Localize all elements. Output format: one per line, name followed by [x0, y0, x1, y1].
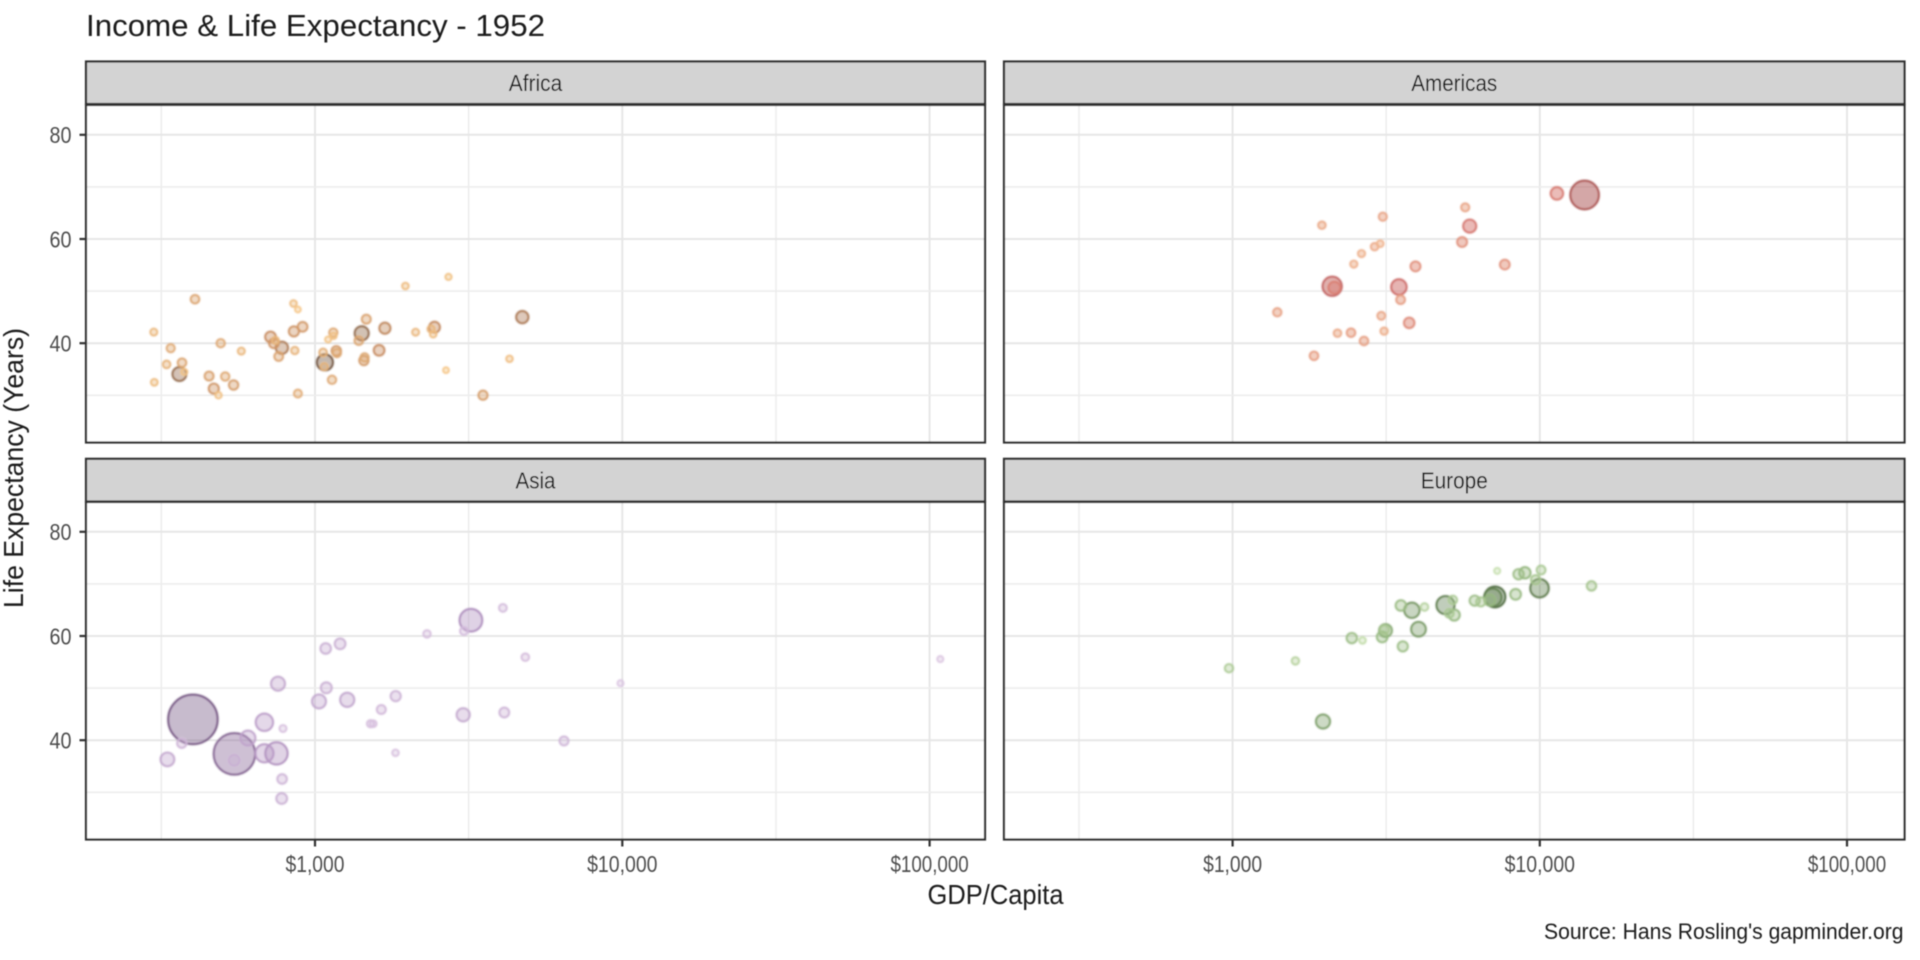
- svg-text:Africa: Africa: [509, 70, 563, 96]
- svg-text:$100,000: $100,000: [890, 851, 968, 877]
- svg-text:80: 80: [50, 519, 72, 545]
- svg-text:$100,000: $100,000: [1808, 851, 1886, 877]
- svg-text:40: 40: [50, 331, 72, 357]
- svg-text:40: 40: [50, 728, 72, 754]
- svg-text:$10,000: $10,000: [1505, 851, 1575, 877]
- svg-text:$1,000: $1,000: [286, 851, 345, 877]
- svg-text:60: 60: [50, 623, 72, 649]
- svg-text:$1,000: $1,000: [1203, 851, 1262, 877]
- svg-text:Europe: Europe: [1421, 467, 1488, 493]
- svg-text:80: 80: [50, 122, 72, 148]
- svg-text:Life Expectancy (Years): Life Expectancy (Years): [0, 328, 29, 608]
- svg-text:Source: Hans Rosling's gapmind: Source: Hans Rosling's gapminder.org: [1544, 919, 1904, 944]
- svg-text:Asia: Asia: [516, 467, 556, 493]
- svg-text:GDP/Capita: GDP/Capita: [928, 879, 1064, 910]
- svg-text:Americas: Americas: [1411, 70, 1497, 96]
- svg-text:$10,000: $10,000: [587, 851, 657, 877]
- svg-text:60: 60: [50, 226, 72, 252]
- svg-text:Income & Life Expectancy - 195: Income & Life Expectancy - 1952: [86, 8, 545, 43]
